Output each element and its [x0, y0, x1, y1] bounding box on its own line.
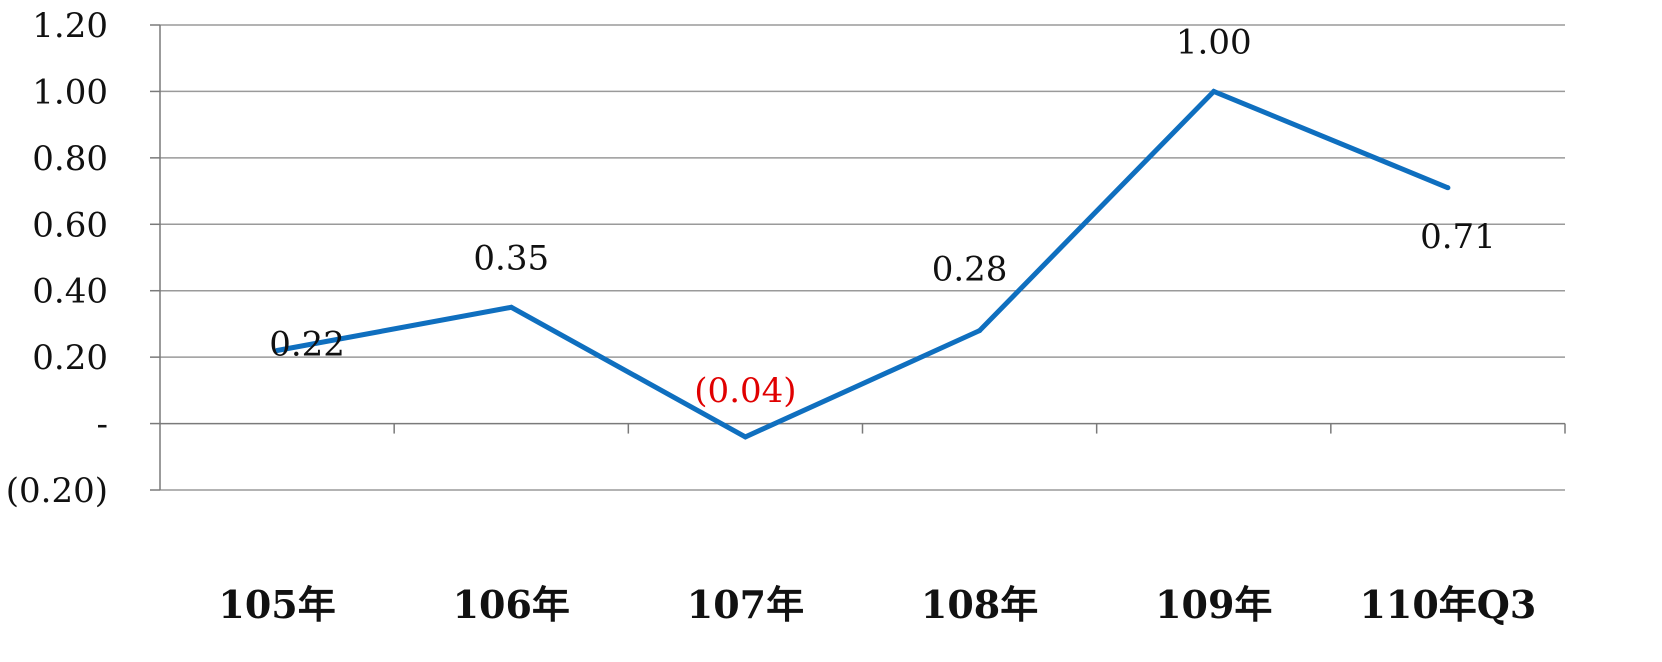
y-tick-label: 1.20: [32, 6, 108, 46]
x-axis-tick-labels: 105年 106年 107年 108年 109年 110年Q3: [218, 582, 1536, 627]
data-point: [742, 434, 748, 440]
y-tick-label: 0.40: [32, 272, 108, 312]
axes: [150, 24, 1566, 491]
data-label: 0.28: [932, 250, 1008, 290]
data-point: [508, 304, 514, 310]
x-tick-label: 110年Q3: [1359, 582, 1536, 627]
y-tick-label: 0.60: [32, 205, 108, 245]
y-tick-label: 0.80: [32, 139, 108, 179]
x-tick-label: 106年: [453, 582, 570, 627]
gridlines: [160, 24, 1565, 491]
data-label: 0.22: [269, 325, 345, 365]
data-label: 1.00: [1176, 22, 1252, 62]
y-tick-label: 0.20: [32, 338, 108, 378]
data-label: 0.71: [1420, 217, 1496, 257]
series-line: [276, 88, 1449, 440]
data-point: [1445, 185, 1451, 191]
data-label: (0.04): [694, 371, 796, 411]
data-point: [977, 328, 983, 334]
x-tick-label: 109年: [1155, 582, 1272, 627]
x-tick-label: 108年: [921, 582, 1038, 627]
data-point: [1211, 88, 1217, 94]
y-tick-label: 1.00: [32, 72, 108, 112]
data-labels: 0.22 0.35 (0.04) 0.28 1.00 0.71: [269, 22, 1496, 410]
data-label: 0.35: [473, 238, 549, 278]
y-tick-label: -: [97, 405, 109, 445]
x-tick-label: 105年: [218, 582, 335, 627]
y-axis-tick-labels: 1.20 1.00 0.80 0.60 0.40 0.20 - (0.20): [6, 6, 108, 511]
x-tick-label: 107年: [687, 582, 804, 627]
series-group: [274, 88, 1451, 440]
y-tick-label: (0.20): [6, 471, 108, 511]
data-point: [274, 348, 280, 353]
